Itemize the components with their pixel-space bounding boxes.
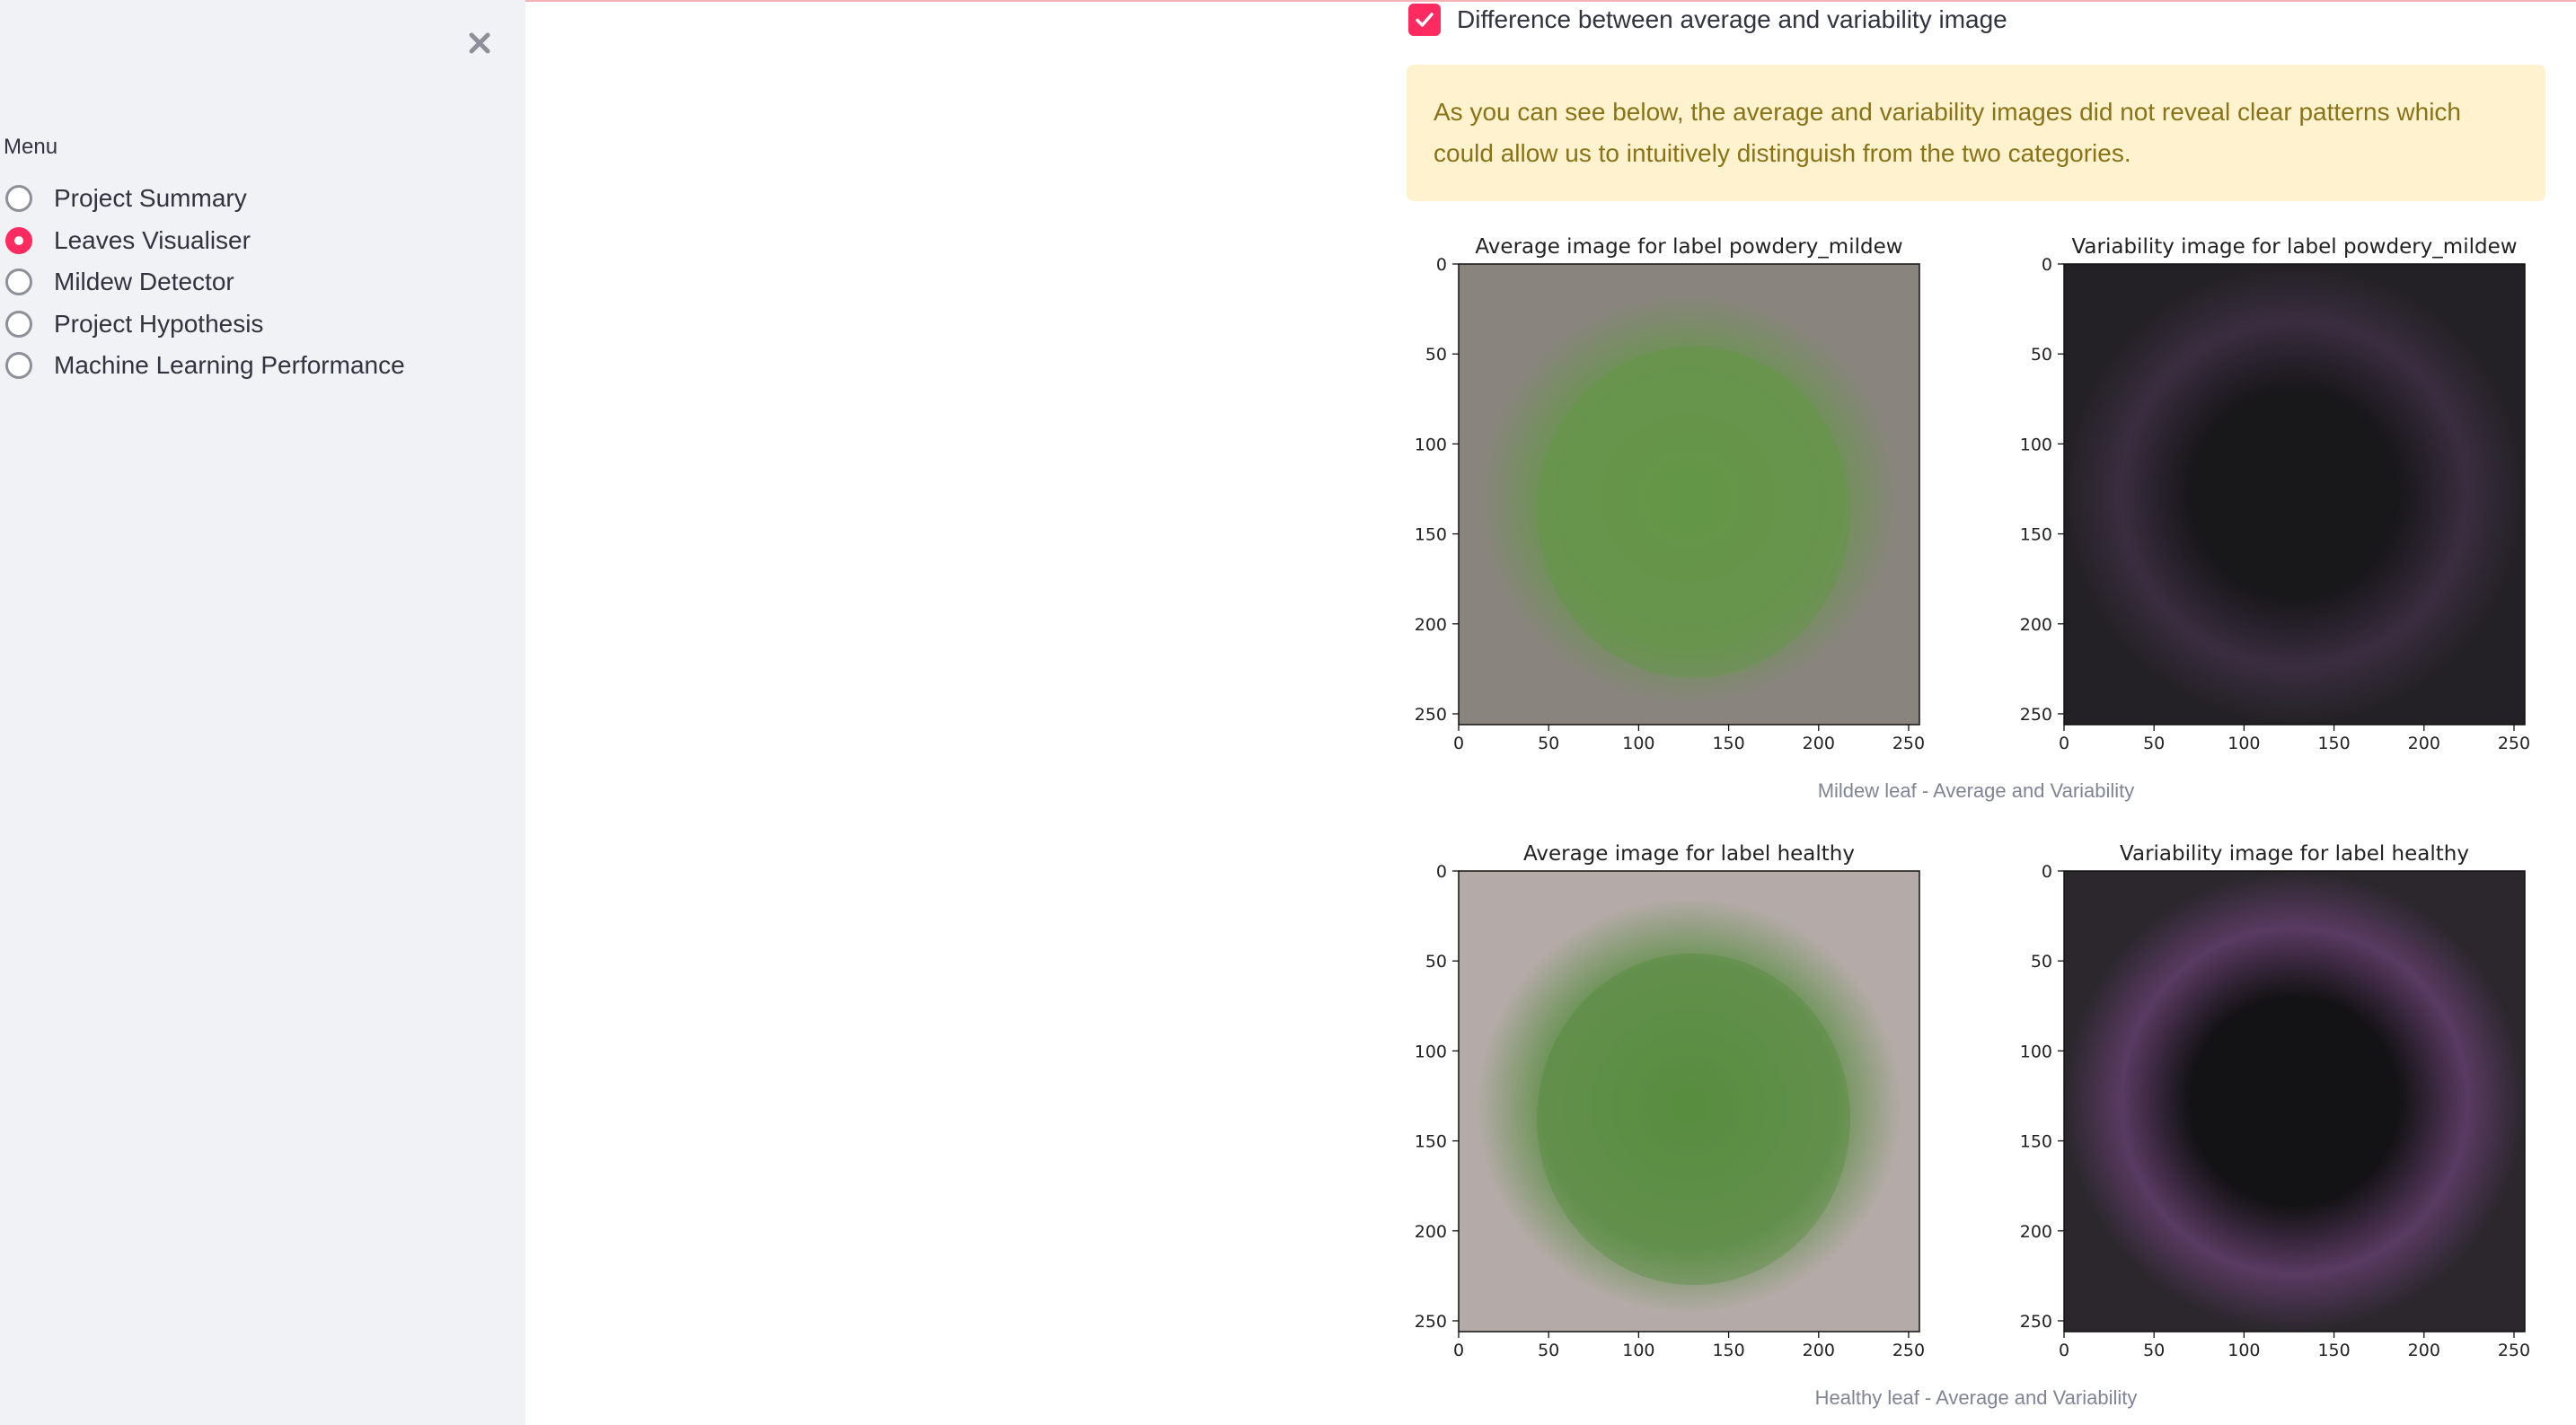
- radio-button[interactable]: [5, 185, 32, 213]
- x-tick-label: 0: [2059, 1341, 2069, 1360]
- x-tick-label: 100: [2228, 1341, 2260, 1360]
- checkbox-checked[interactable]: [1408, 4, 1441, 36]
- y-tick-label: 200: [1415, 1222, 1447, 1242]
- figure-caption: Healthy leaf - Average and Variability: [1814, 1386, 2138, 1409]
- y-tick-label: 150: [2020, 1132, 2052, 1152]
- y-tick-label: 100: [1415, 1042, 1447, 1061]
- average-image-plot: Average image for label powdery_mildew 0 0…: [1415, 235, 1925, 753]
- radio-button-selected[interactable]: [5, 226, 32, 254]
- image-area: [1459, 871, 1919, 1332]
- y-tick-label: 200: [2020, 615, 2052, 635]
- x-tick-label: 50: [2143, 734, 2165, 753]
- menu-item-label: Machine Learning Performance: [54, 351, 405, 380]
- y-tick-label: 100: [2020, 435, 2052, 454]
- x-tick-label: 100: [1622, 734, 1654, 753]
- y-tick-label: 250: [1415, 1312, 1447, 1332]
- figure-caption: Mildew leaf - Average and Variability: [1817, 779, 2135, 802]
- menu-item-ml-performance[interactable]: Machine Learning Performance: [5, 345, 405, 387]
- difference-checkbox[interactable]: Difference between average and variabili…: [1408, 2, 2007, 38]
- y-tick-label: 0: [1436, 255, 1447, 275]
- menu-item-project-hypothesis[interactable]: Project Hypothesis: [5, 303, 405, 346]
- image-area: [2064, 871, 2525, 1332]
- menu-item-project-summary[interactable]: Project Summary: [5, 178, 405, 220]
- plot-title: Average image for label powdery_mildew: [1475, 235, 1902, 259]
- x-tick-label: 50: [1538, 734, 1559, 753]
- x-tick-label: 250: [2498, 734, 2530, 753]
- info-alert: As you can see below, the average and va…: [1407, 65, 2545, 201]
- x-tick-label: 50: [1538, 1341, 1559, 1360]
- variability-image-plot: Variability image for label powdery_mild…: [2020, 235, 2530, 753]
- sidebar: Menu Project Summary Leaves Visualiser M…: [0, 0, 525, 1425]
- menu-item-label: Project Summary: [54, 184, 247, 213]
- plot-title: Variability image for label powdery_mild…: [2071, 235, 2517, 259]
- y-tick-label: 200: [1415, 615, 1447, 635]
- x-tick-label: 250: [2498, 1341, 2530, 1360]
- x-tick-label: 200: [2408, 1341, 2440, 1360]
- x-tick-label: 200: [1803, 734, 1835, 753]
- menu-item-label: Project Hypothesis: [54, 309, 264, 338]
- y-tick-label: 150: [2020, 525, 2052, 545]
- y-tick-label: 50: [2031, 345, 2052, 365]
- y-tick-label: 50: [1425, 345, 1447, 365]
- radio-dot: [14, 235, 23, 245]
- y-tick-label: 250: [2020, 705, 2052, 725]
- y-tick-label: 100: [2020, 1042, 2052, 1061]
- y-tick-label: 250: [1415, 705, 1447, 725]
- x-tick-label: 150: [1712, 1341, 1744, 1360]
- menu-item-label: Leaves Visualiser: [54, 225, 251, 254]
- x-tick-label: 200: [1803, 1341, 1835, 1360]
- x-tick-label: 250: [1892, 734, 1925, 753]
- x-tick-label: 100: [1622, 1341, 1654, 1360]
- checkbox-label: Difference between average and variabili…: [1457, 5, 2007, 33]
- close-sidebar-button[interactable]: [460, 23, 499, 63]
- variability-image-plot: Variability image for label healthy 0 0 50 5…: [2020, 842, 2530, 1360]
- y-tick-label: 0: [2042, 255, 2052, 275]
- y-tick-label: 150: [1415, 525, 1447, 545]
- mildew-figure-plots: Average image for label powdery_mildew 0 0…: [1415, 235, 2530, 753]
- radio-button[interactable]: [5, 268, 32, 296]
- x-tick-label: 0: [2059, 734, 2069, 753]
- close-icon: [469, 32, 490, 54]
- x-tick-label: 0: [1453, 1341, 1464, 1360]
- x-tick-label: 150: [2317, 1341, 2350, 1360]
- menu-item-leaves-visualiser[interactable]: Leaves Visualiser: [5, 220, 405, 262]
- radio-button[interactable]: [5, 352, 32, 380]
- x-tick-label: 0: [1453, 734, 1464, 753]
- healthy-figure: Average image for label healthy 0 0 50 50 100…: [1407, 839, 2556, 1409]
- radio-button[interactable]: [5, 310, 32, 338]
- x-tick-label: 150: [2317, 734, 2350, 753]
- x-tick-label: 150: [1712, 734, 1744, 753]
- image-area: [1459, 264, 1919, 725]
- x-tick-label: 50: [2143, 1341, 2165, 1360]
- plot-title: Variability image for label healthy: [2120, 842, 2469, 866]
- check-icon: [1416, 13, 1434, 27]
- menu-label: Menu: [4, 135, 58, 159]
- y-tick-label: 250: [2020, 1312, 2052, 1332]
- x-tick-label: 200: [2408, 734, 2440, 753]
- plot-title: Average image for label healthy: [1523, 842, 1855, 866]
- top-decoration-line: [0, 0, 2576, 2]
- menu-radio-group: Project Summary Leaves Visualiser Mildew…: [5, 178, 405, 387]
- x-tick-label: 250: [1892, 1341, 1925, 1360]
- healthy-figure-plots: Average image for label healthy 0 0 50 50 100…: [1415, 842, 2530, 1360]
- image-area: [2064, 264, 2525, 725]
- y-tick-label: 50: [2031, 952, 2052, 972]
- y-tick-label: 0: [1436, 862, 1447, 882]
- y-tick-label: 150: [1415, 1132, 1447, 1152]
- menu-item-mildew-detector[interactable]: Mildew Detector: [5, 261, 405, 303]
- y-tick-label: 50: [1425, 952, 1447, 972]
- alert-text: As you can see below, the average and va…: [1434, 98, 2461, 167]
- average-image-plot: Average image for label healthy 0 0 50 50 100…: [1415, 842, 1925, 1360]
- menu-item-label: Mildew Detector: [54, 268, 234, 296]
- y-tick-label: 100: [1415, 435, 1447, 454]
- mildew-figure: Average image for label powdery_mildew 0 0…: [1407, 232, 2556, 802]
- y-tick-label: 200: [2020, 1222, 2052, 1242]
- x-tick-label: 100: [2228, 734, 2260, 753]
- y-tick-label: 0: [2042, 862, 2052, 882]
